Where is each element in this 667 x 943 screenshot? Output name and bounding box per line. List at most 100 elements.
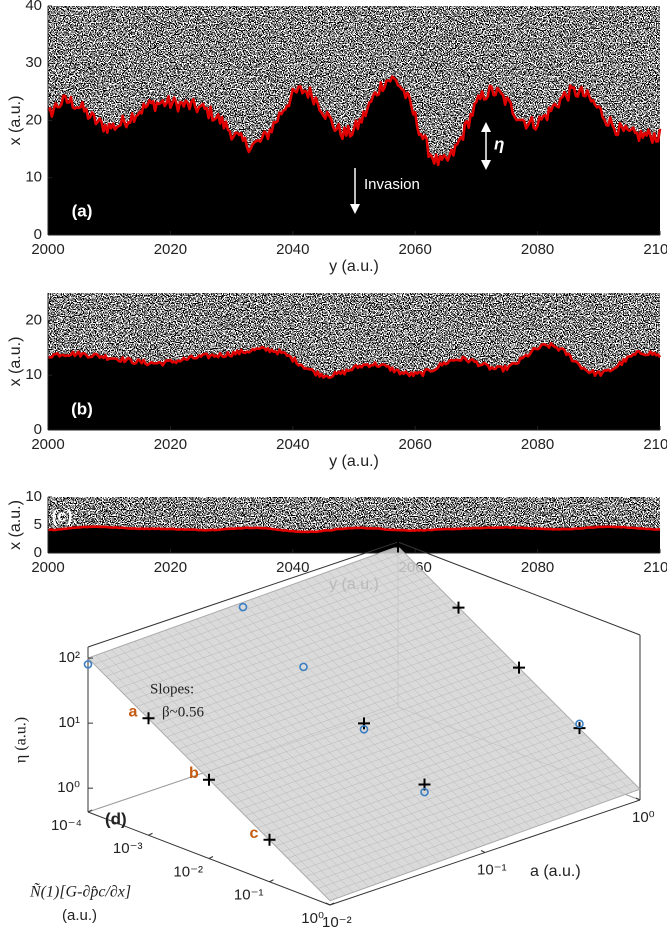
plane-grid-line [258, 596, 501, 840]
x-tick-label: 2000 [31, 241, 64, 258]
circle-marker [575, 719, 584, 729]
x-tick-label: 2040 [276, 241, 309, 258]
plane-grid-line [251, 710, 562, 823]
panel-label: (a) [72, 201, 93, 220]
plane-grid-line [366, 557, 610, 801]
x-tick-label: 10⁻⁴ [51, 817, 82, 834]
x-axis-label: y (a.u.) [329, 453, 379, 470]
plane-grid-line [233, 691, 544, 804]
y-tick-label: 0 [34, 226, 42, 243]
invasion-front [47, 75, 662, 167]
z-tick-label: 10¹ [58, 714, 80, 731]
plane-grid-line [239, 697, 550, 810]
circle-marker [299, 662, 308, 672]
y-tick-label: 10 [25, 366, 42, 383]
plane-grid-line [343, 565, 586, 809]
x-tick [329, 902, 335, 906]
plane-grid-line [382, 551, 625, 795]
plane-grid-line [273, 590, 517, 834]
plane-grid-line [275, 734, 586, 847]
x-tick-label: 2040 [276, 559, 309, 576]
panel-label: (c) [52, 506, 73, 525]
y-tick-label: 0 [34, 544, 42, 561]
plane-grid-line [323, 782, 635, 895]
panel-label: (d) [105, 809, 127, 828]
cross-marker [392, 540, 404, 553]
point-label: a [129, 704, 138, 721]
x-tick-label: 10⁻³ [113, 840, 143, 857]
y-tick-label: 0 [34, 421, 42, 438]
y-axis-label: x (a.u.) [7, 96, 24, 146]
y-tick-label: 5 [34, 516, 42, 533]
plane-grid-line [263, 722, 574, 835]
x-tick [87, 809, 93, 813]
plane-grid-line [250, 599, 493, 843]
plane-grid-line [304, 579, 548, 823]
y-tick-label: 20 [25, 111, 42, 128]
plane-grid-line [289, 585, 532, 829]
plane-grid-line [305, 764, 616, 877]
y-tick-label: 10 [25, 488, 42, 505]
plane-grid-line [257, 716, 568, 829]
plane-grid-line [214, 673, 526, 786]
x-tick-label: 10⁰ [301, 910, 324, 927]
x-tick-label: 2080 [521, 559, 554, 576]
circle-marker [359, 724, 369, 734]
point-label: b [189, 765, 199, 782]
plane-grid-line [312, 577, 555, 821]
panel-label: (b) [71, 399, 93, 418]
y-tick [480, 850, 486, 853]
x-tick [208, 856, 214, 859]
plane-grid-line [351, 563, 594, 807]
x-tick-label: 2020 [154, 559, 187, 576]
y-tick-label: 30 [25, 54, 42, 71]
y-axis-label: a (a.u.) [530, 863, 581, 880]
y-axis-label: x (a.u.) [7, 337, 24, 387]
point-label: c [250, 825, 259, 842]
cross-marker [573, 722, 586, 735]
x-axis-label: y (a.u.) [329, 258, 379, 275]
z-tick-label: 10² [58, 649, 80, 666]
plane-grid-line [320, 574, 563, 818]
x-tick [148, 832, 153, 836]
x-tick-label: 2040 [276, 436, 309, 453]
y-tick-label: 10 [25, 169, 42, 186]
plane-grid-line [287, 746, 598, 859]
plane-grid-line [328, 571, 571, 815]
plane-grid-line [293, 752, 604, 865]
x-tick-label: 2060 [399, 436, 432, 453]
x-tick-label: 2000 [31, 559, 64, 576]
plane-grid-line [317, 776, 628, 889]
y-tick-label: 10⁻¹ [477, 861, 507, 878]
plane-grid-line [281, 740, 592, 853]
plane-grid-line [335, 568, 579, 812]
x-tick-label: 2080 [521, 436, 554, 453]
plane-grid-line [227, 685, 538, 798]
arrow-head [481, 160, 491, 170]
annotation: β~0.56 [162, 704, 204, 720]
x-tick-label: 2020 [154, 436, 187, 453]
annotation: Slopes: [150, 681, 194, 697]
y-tick-label: 20 [25, 311, 42, 328]
x-tick-label: 2080 [521, 241, 554, 258]
plane-grid-line [390, 549, 633, 793]
y-axis-label: x (a.u.) [7, 500, 24, 550]
plane-grid-line [221, 679, 532, 792]
x-axis-label: (a.u.) [62, 907, 97, 924]
invasion-front [47, 341, 662, 380]
plane-grid-line [266, 593, 509, 837]
plane-grid-line [374, 554, 617, 798]
y-tick-label: 40 [25, 0, 42, 14]
cross-marker [358, 717, 370, 730]
annotation: η [494, 134, 504, 153]
x-tick-label: 10⁻² [173, 863, 203, 880]
y-tick [635, 797, 641, 801]
x-tick-label: 10⁻¹ [234, 887, 264, 904]
porous-medium [48, 497, 660, 533]
x-tick [269, 879, 274, 883]
y-tick-label: 10⁻² [322, 914, 352, 931]
